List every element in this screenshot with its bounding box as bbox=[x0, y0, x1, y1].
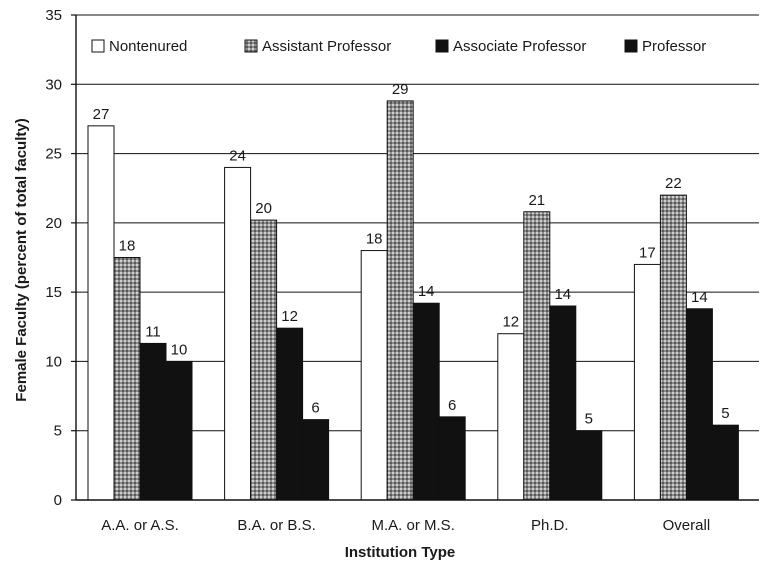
data-labels: 27 18 11 10 24 20 12 6 18 29 14 6 12 21 14 5 17 22 14 5 bbox=[93, 81, 730, 428]
bar bbox=[360, 250, 388, 501]
data-label: 24 bbox=[229, 147, 246, 164]
bar bbox=[87, 125, 115, 501]
data-label: 18 bbox=[366, 231, 383, 248]
bar bbox=[113, 257, 141, 501]
data-label: 27 bbox=[93, 106, 110, 123]
y-tick-label: 10 bbox=[45, 353, 62, 370]
data-label: 11 bbox=[145, 323, 161, 340]
bar bbox=[438, 416, 466, 501]
x-tick-label: Overall bbox=[663, 517, 711, 534]
data-label: 21 bbox=[528, 192, 545, 209]
data-label: 14 bbox=[418, 283, 435, 300]
data-label: 5 bbox=[721, 405, 729, 422]
legend-label: Assistant Professor bbox=[262, 38, 391, 55]
y-tick-label: 35 bbox=[45, 7, 62, 24]
bar bbox=[224, 166, 252, 501]
bars bbox=[87, 100, 739, 501]
data-label: 18 bbox=[119, 238, 136, 255]
x-axis-title: Institution Type bbox=[345, 544, 456, 561]
y-tick-label: 30 bbox=[45, 76, 62, 93]
data-label: 20 bbox=[255, 200, 272, 217]
bar bbox=[659, 194, 687, 501]
axes: 0 5 10 15 20 25 30 35 A.A. or A.S. B.A. or B.S. M.… bbox=[45, 7, 759, 534]
bar bbox=[633, 263, 661, 501]
data-label: 5 bbox=[585, 411, 593, 428]
x-tick-label: B.A. or B.S. bbox=[237, 517, 315, 534]
legend-swatch bbox=[435, 39, 449, 53]
x-tick-label: M.A. or M.S. bbox=[372, 517, 455, 534]
data-label: 14 bbox=[554, 286, 571, 303]
x-tick-label: Ph.D. bbox=[531, 517, 569, 534]
data-label: 12 bbox=[502, 314, 519, 331]
y-tick-label: 0 bbox=[54, 492, 62, 509]
data-label: 6 bbox=[448, 397, 456, 414]
legend-swatch bbox=[624, 39, 638, 53]
y-tick-label: 5 bbox=[54, 423, 62, 440]
y-tick-label: 15 bbox=[45, 284, 62, 301]
y-axis-title: Female Faculty (percent of total faculty… bbox=[13, 118, 30, 401]
bar bbox=[302, 419, 330, 501]
y-tick-label: 25 bbox=[45, 146, 62, 163]
legend-swatch bbox=[244, 39, 258, 53]
data-label: 29 bbox=[392, 81, 409, 98]
data-label: 6 bbox=[311, 400, 319, 417]
bar bbox=[412, 302, 440, 501]
bar bbox=[386, 100, 414, 501]
legend-label: Associate Professor bbox=[453, 38, 586, 55]
bar bbox=[276, 327, 304, 501]
data-label: 14 bbox=[691, 289, 708, 306]
bar bbox=[575, 430, 603, 501]
data-label: 12 bbox=[281, 308, 298, 325]
legend: Nontenured Assistant Professor Associate P… bbox=[91, 38, 706, 55]
bar bbox=[549, 305, 577, 501]
data-label: 22 bbox=[665, 175, 682, 192]
y-tick-label: 20 bbox=[45, 215, 62, 232]
bar bbox=[685, 308, 713, 501]
legend-label: Nontenured bbox=[109, 38, 187, 55]
data-label: 10 bbox=[171, 341, 188, 358]
x-tick-label: A.A. or A.S. bbox=[101, 517, 179, 534]
bar bbox=[497, 333, 525, 501]
data-label: 17 bbox=[639, 244, 656, 261]
bar bbox=[165, 360, 193, 501]
bar bbox=[250, 219, 278, 501]
bar bbox=[139, 342, 167, 501]
legend-swatch bbox=[91, 39, 105, 53]
bar bbox=[523, 211, 551, 501]
legend-label: Professor bbox=[642, 38, 706, 55]
bar bbox=[711, 424, 739, 501]
